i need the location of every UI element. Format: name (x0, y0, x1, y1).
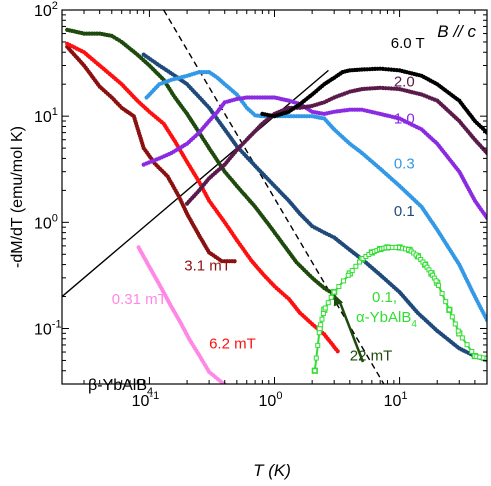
series-label-3-1-mt: 3.1 mT (184, 258, 231, 275)
series-3-1-mt (65, 44, 237, 264)
series-label-1-0: 1.0 (394, 111, 415, 128)
series-6-0-t (260, 66, 487, 135)
series-label-6-2-mt: 6.2 mT (209, 335, 256, 352)
field-direction-label: B // c (437, 22, 476, 41)
data-point (439, 291, 445, 297)
series-label-0-3: 0.3 (394, 156, 415, 173)
arrow-22mT (333, 294, 365, 363)
series-0-3 (144, 70, 487, 323)
x-tick-label: 101 (384, 390, 408, 410)
data-point (322, 305, 328, 311)
data-point (325, 300, 331, 306)
series-label-22-mt: 22 mT (350, 347, 393, 364)
x-tick-label: 100 (259, 390, 283, 410)
data-point (336, 284, 342, 290)
data-point (433, 278, 439, 284)
y-tick-label: 102 (34, 0, 58, 20)
series-label-2-0: 2.0 (394, 74, 415, 91)
data-point (353, 263, 359, 269)
data-point (335, 349, 340, 354)
material-label: β-YbAlB4 (88, 377, 153, 398)
data-point (313, 355, 319, 361)
data-point (319, 316, 325, 322)
data-point (341, 278, 347, 284)
data-point (232, 259, 237, 264)
data-point (484, 356, 487, 362)
series-2-0 (185, 85, 487, 206)
data-point (357, 259, 362, 265)
y-tick-label: 10-1 (34, 318, 62, 338)
data-series (65, 27, 487, 384)
series-0-31-mt (136, 245, 228, 384)
data-point (328, 294, 334, 300)
data-point (331, 289, 337, 295)
data-point (459, 335, 465, 341)
arrow-head (333, 294, 344, 307)
alpha-label-line2: α-YbAlB4 (356, 309, 417, 330)
data-point (318, 322, 324, 328)
alpha-label-line1: 0.1, (372, 289, 397, 306)
data-point (315, 342, 321, 348)
data-point (469, 349, 475, 355)
data-point (345, 272, 351, 278)
data-point (349, 268, 355, 274)
reference-line-dashed (163, 10, 385, 384)
data-point (455, 328, 461, 334)
y-tick-label: 100 (34, 212, 58, 232)
axes: 10-1 100 101 10-1 100 101 102 (34, 0, 488, 410)
y-axis-label: -dM/dT (emu/mol K) (9, 126, 26, 268)
series-label-0-1: 0.1 (394, 203, 415, 220)
data-point (316, 330, 322, 336)
data-point (320, 311, 326, 317)
data-point (443, 299, 449, 305)
data-point (312, 368, 318, 374)
y-tick-label: 101 (34, 106, 58, 126)
data-point (449, 314, 455, 320)
data-point (446, 307, 452, 313)
series-1-0 (141, 95, 487, 221)
series-ybalb4-0-1 (311, 244, 487, 374)
x-axis-label: T (K) (253, 461, 291, 480)
data-point (452, 321, 458, 327)
series-22-mt (65, 27, 337, 297)
arrow-shaft (338, 299, 365, 363)
series-6-2-mt (65, 41, 340, 354)
x-tick-label: 10-1 (132, 390, 160, 410)
series-labels: 6.0 T 2.0 1.0 0.3 0.1 3.1 mT 0.31 mT 6.2 mT 22 m… (112, 35, 425, 365)
series-label-0-31-mt: 0.31 mT (112, 291, 167, 308)
series-label-6-0-t: 6.0 T (391, 35, 425, 52)
data-point (435, 282, 441, 288)
data-point (464, 342, 470, 348)
